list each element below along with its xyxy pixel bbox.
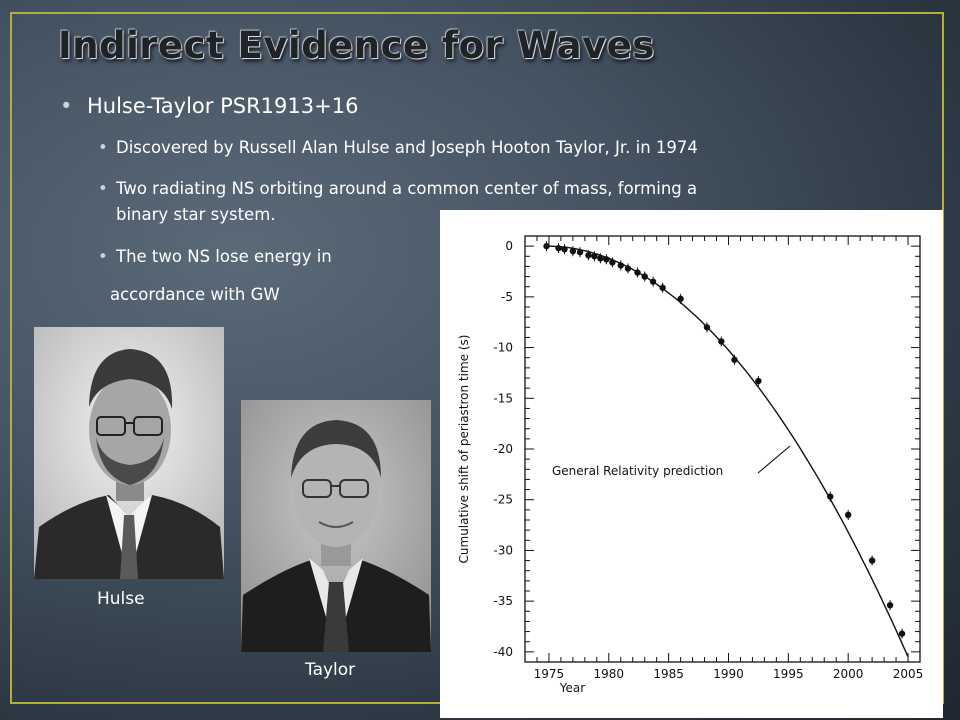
bullet-dot: •	[98, 179, 108, 198]
bullet-sub-discovered: Discovered by Russell Alan Hulse and Jos…	[116, 138, 698, 157]
y-tick-label: -30	[493, 543, 513, 557]
slide-title: Indirect Evidence for Waves	[58, 24, 655, 67]
x-tick-label: 1980	[594, 667, 625, 681]
x-tick-label: 1975	[534, 667, 565, 681]
x-tick-label: 1990	[713, 667, 744, 681]
periastron-chart-svg: 1975 1980 1985 1990 1995 2000 2005 0 -5 -10 -15 -20…	[457, 235, 923, 695]
gr-prediction-curve	[546, 245, 909, 658]
bullet-dot: •	[98, 247, 108, 266]
caption-taylor: Taylor	[305, 660, 356, 680]
x-tick-label: 1995	[773, 667, 804, 681]
hulse-portrait-graphic	[34, 327, 224, 579]
bullet-main: Hulse-Taylor PSR1913+16	[87, 94, 359, 118]
bullet-sub-energy-line1: The two NS lose energy in	[116, 247, 332, 266]
data-points	[543, 241, 906, 639]
bullet-sub-binary-line2: binary star system.	[116, 205, 276, 224]
annotation-gr-prediction: General Relativity prediction	[552, 464, 723, 478]
caption-hulse: Hulse	[97, 589, 145, 609]
taylor-portrait-graphic	[241, 400, 431, 652]
y-tick-label: -15	[493, 391, 513, 405]
periastron-chart: 1975 1980 1985 1990 1995 2000 2005 0 -5 -10 -15 -20…	[440, 210, 943, 718]
hulse-photo	[34, 327, 224, 579]
bullet-sub-binary-line1: Two radiating NS orbiting around a commo…	[116, 179, 698, 198]
y-tick-label: -25	[493, 493, 513, 507]
y-tick-label: -10	[493, 341, 513, 355]
y-axis-title: Cumulative shift of periastron time (s)	[457, 335, 471, 564]
y-tick-label: -20	[493, 442, 513, 456]
y-tick-label: -5	[501, 290, 513, 304]
y-tick-label: 0	[505, 239, 513, 253]
bullet-dot: •	[98, 138, 108, 157]
x-tick-label: 2000	[833, 667, 864, 681]
bullet-sub-energy-line2: accordance with GW	[110, 285, 280, 304]
axis-ticks	[524, 235, 921, 663]
plot-area-frame	[524, 235, 921, 663]
bullet-dot: •	[60, 94, 73, 118]
tick-labels: 1975 1980 1985 1990 1995 2000 2005 0 -5 -10 -15 -20…	[493, 239, 923, 681]
x-tick-label: 1985	[653, 667, 684, 681]
x-tick-label: 2005	[893, 667, 924, 681]
y-tick-label: -40	[493, 645, 513, 659]
taylor-photo	[241, 400, 431, 652]
annotation-leader-line	[757, 445, 791, 474]
y-tick-label: -35	[493, 594, 513, 608]
x-axis-title: Year	[559, 681, 585, 695]
